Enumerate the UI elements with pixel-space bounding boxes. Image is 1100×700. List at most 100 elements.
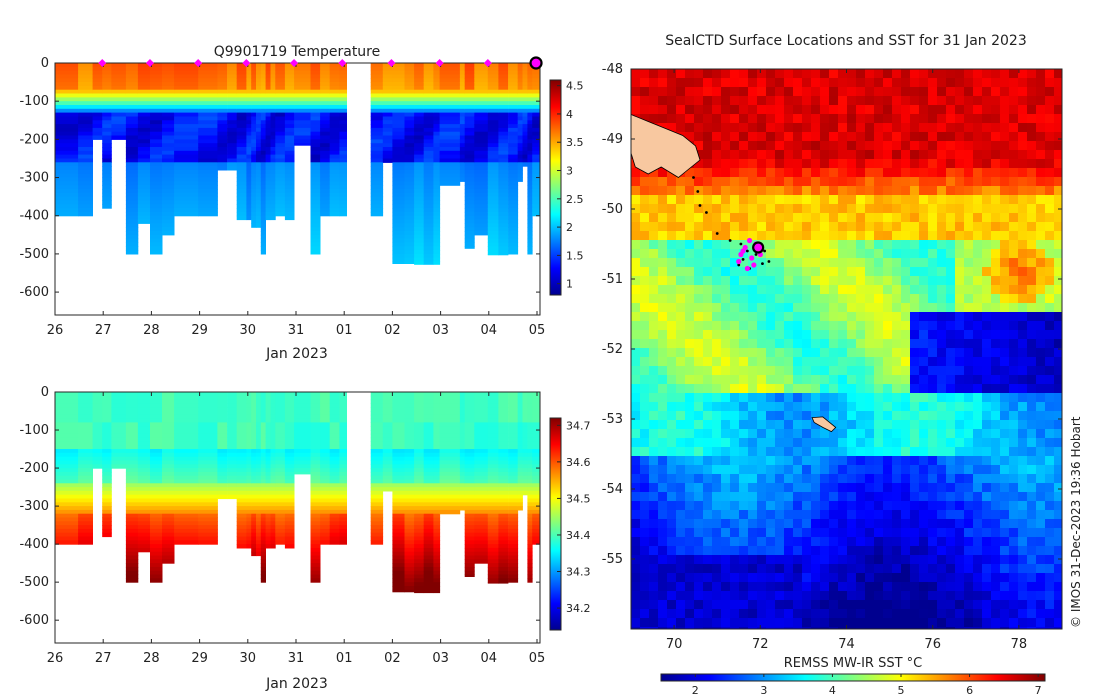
sst-cell: [1000, 78, 1010, 88]
temperature-cell: [78, 147, 93, 152]
salinity-cell: [137, 464, 151, 469]
salinity-cell: [162, 502, 175, 507]
salinity-cell: [370, 468, 384, 473]
y-tick-label: -100: [19, 94, 49, 109]
salinity-cell: [227, 426, 238, 431]
salinity-cell: [382, 422, 393, 427]
temperature-cell: [423, 124, 434, 129]
salinity-cell: [275, 528, 286, 534]
sst-cell: [811, 231, 821, 241]
salinity-cell: [414, 582, 425, 587]
temperature-cell: [260, 192, 266, 198]
temperature-cell: [382, 112, 393, 117]
sst-cell: [856, 195, 866, 205]
salinity-cell: [260, 452, 266, 458]
temperature-cell: [162, 196, 175, 201]
salinity-cell: [459, 441, 466, 446]
sst-cell: [865, 195, 875, 205]
sst-cell: [946, 276, 956, 286]
temperature-cell: [414, 173, 425, 179]
salinity-cell: [517, 422, 523, 427]
salinity-cell: [227, 483, 238, 488]
sst-cell: [820, 150, 830, 160]
salinity-cell: [517, 392, 523, 397]
sst-cell: [784, 78, 794, 88]
sst-cell: [865, 123, 875, 133]
salinity-cell: [532, 392, 540, 397]
sst-cell: [937, 231, 947, 241]
salinity-cell: [517, 403, 523, 408]
salinity-cell: [125, 559, 139, 564]
salinity-cell: [527, 528, 533, 534]
sst-cell: [1009, 69, 1019, 79]
salinity-cell: [284, 437, 295, 442]
sst-cell: [919, 231, 929, 241]
salinity-cell: [532, 479, 540, 484]
temperature-cell: [198, 211, 218, 217]
temperature-cell: [217, 166, 228, 171]
temperature-cell: [423, 89, 434, 95]
temperature-cell: [439, 173, 461, 179]
sst-cell: [838, 132, 848, 142]
sst-cell: [1036, 222, 1046, 232]
sst-cell: [883, 168, 893, 178]
salinity-cell: [236, 441, 247, 446]
salinity-cell: [423, 559, 434, 564]
salinity-cell: [284, 544, 295, 549]
salinity-cell: [102, 464, 112, 469]
salinity-cell: [339, 445, 347, 450]
salinity-cell: [125, 509, 139, 515]
salinity-cell: [339, 418, 347, 423]
sst-cell: [1018, 123, 1028, 133]
sst-cell: [640, 267, 650, 277]
temperature-cell: [236, 158, 247, 163]
salinity-cell: [487, 449, 499, 454]
salinity-cell: [339, 528, 347, 534]
sst-cell: [928, 105, 938, 115]
salinity-cell: [260, 483, 266, 488]
temperature-cell: [111, 97, 127, 102]
temperature-cell: [522, 70, 528, 75]
temperature-cell: [320, 66, 331, 72]
sst-cell: [856, 132, 866, 142]
temperature-cell: [150, 108, 163, 114]
temperature-cell: [320, 108, 331, 114]
salinity-cell: [423, 521, 434, 526]
temperature-cell: [137, 196, 151, 201]
sst-cell: [694, 258, 704, 268]
temperature-cell: [260, 74, 266, 79]
sst-cell: [766, 87, 776, 97]
sst-cell: [1009, 141, 1019, 151]
temperature-cell: [310, 227, 321, 232]
temperature-cell: [236, 147, 247, 152]
temperature-cell: [265, 127, 271, 133]
temperature-cell: [236, 173, 247, 179]
temperature-cell: [532, 189, 540, 194]
sst-cell: [892, 87, 902, 97]
temperature-cell: [423, 158, 434, 163]
salinity-cell: [284, 441, 295, 446]
temperature-cell: [370, 169, 384, 175]
temperature-cell: [474, 200, 489, 205]
salinity-cell: [125, 464, 139, 469]
temperature-cell: [423, 97, 434, 102]
temperature-cell: [256, 181, 262, 186]
temperature-cell: [251, 177, 257, 182]
salinity-cell: [527, 433, 533, 439]
sst-cell: [910, 213, 920, 223]
temperature-cell: [150, 181, 163, 186]
salinity-cell: [329, 475, 340, 481]
sst-cell: [1018, 150, 1028, 160]
temperature-cell: [508, 189, 519, 194]
sst-cell: [658, 78, 668, 88]
sst-cell: [901, 186, 911, 196]
temperature-cell: [162, 82, 175, 87]
sst-cell: [766, 78, 776, 88]
salinity-cell: [414, 471, 425, 477]
temperature-cell: [404, 101, 415, 106]
sst-cell: [676, 222, 686, 232]
salinity-cell: [55, 540, 79, 545]
salinity-cell: [260, 544, 266, 549]
salinity-cell: [260, 574, 266, 579]
salinity-cell: [284, 540, 295, 545]
